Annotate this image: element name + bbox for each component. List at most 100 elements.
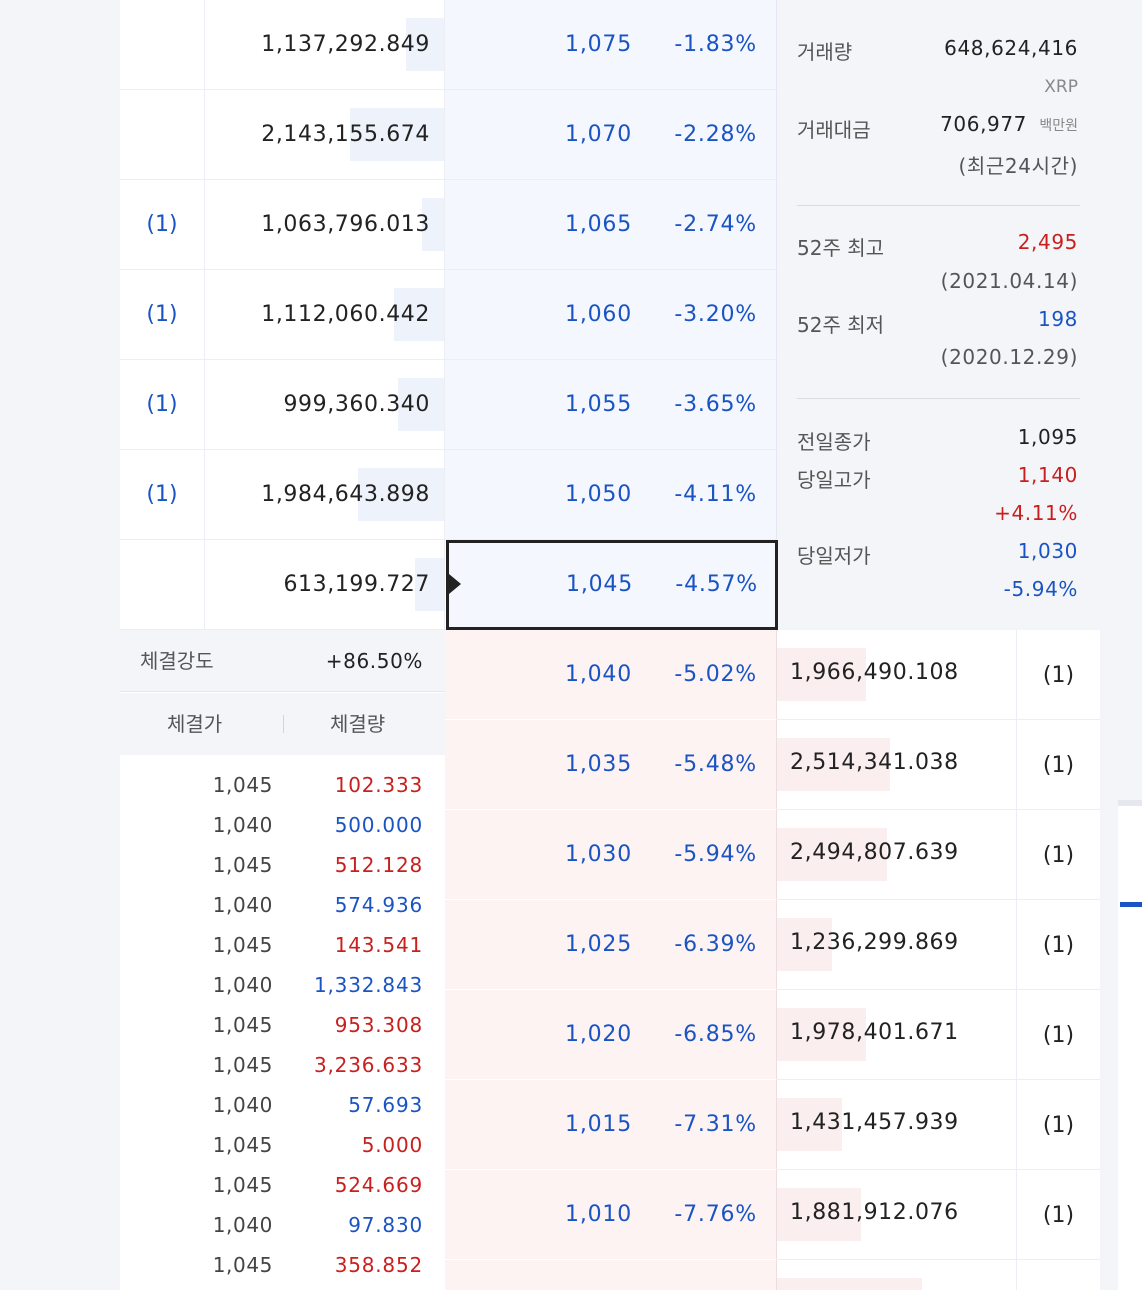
bid-row[interactable]: 1,040 -5.02% 1,966,490.108 (1): [445, 630, 1100, 720]
trade-strength-panel: 체결강도 +86.50% 체결가 체결량 1,045 102.333 1,040 50…: [120, 630, 445, 1290]
day-high-label: 당일고가: [797, 468, 871, 492]
ask-rate: -3.20%: [674, 302, 757, 327]
ask-row[interactable]: 2,143,155.674 1,070 -2.28%: [120, 90, 777, 180]
ask-row[interactable]: (1) 1,984,643.898 1,050 -4.11%: [120, 450, 777, 540]
ask-price-cell[interactable]: 1,055 -3.65%: [445, 360, 777, 449]
bid-quantity: 2,514,341.038: [790, 750, 959, 775]
bid-quantity-cell: [777, 1260, 1017, 1290]
trade-price: 1,040: [212, 1093, 273, 1117]
bid-depth-bar: [777, 1008, 866, 1061]
trade-volume: 574.936: [334, 893, 423, 917]
bid-rate: -5.94%: [674, 842, 757, 867]
ask-count: (1): [120, 180, 205, 269]
ask-price-cell[interactable]: 1,075 -1.83%: [445, 0, 777, 89]
trade-row: 1,045 5.000: [120, 1125, 445, 1165]
ask-price-cell[interactable]: 1,070 -2.28%: [445, 90, 777, 179]
side-panel-tab-indicator: [1120, 902, 1142, 907]
current-price-row[interactable]: 1,045 -4.57%: [446, 540, 778, 630]
trade-volume: 358.852: [334, 1253, 423, 1277]
bid-price-cell: [445, 1260, 777, 1290]
bid-depth-bar: [777, 738, 890, 791]
ask-price-cell[interactable]: 1,060 -3.20%: [445, 270, 777, 359]
trade-volume: 5.000: [361, 1133, 423, 1157]
trade-row: 1,040 57.693: [120, 1085, 445, 1125]
trade-row: 1,045 358.852: [120, 1245, 445, 1285]
bid-price-cell[interactable]: 1,035 -5.48%: [445, 720, 777, 810]
ask-rate: -2.74%: [674, 212, 757, 237]
ask-row[interactable]: (1) 999,360.340 1,055 -3.65%: [120, 360, 777, 450]
bid-price: 1,010: [565, 1202, 632, 1227]
current-price-marker-icon: [449, 574, 461, 594]
day-low-label: 당일저가: [797, 544, 871, 568]
bid-row[interactable]: 1,015 -7.31% 1,431,457.939 (1): [445, 1080, 1100, 1170]
high52-value: 2,495: [1017, 230, 1078, 254]
bid-row[interactable]: 1,025 -6.39% 1,236,299.869 (1): [445, 900, 1100, 990]
ask-price: 1,070: [565, 122, 632, 147]
bid-rate: -6.85%: [674, 1022, 757, 1047]
high52-date: (2021.04.14): [940, 269, 1078, 293]
bid-depth-bar: [777, 648, 866, 701]
current-rate: -4.57%: [675, 572, 758, 597]
ask-count: (1): [120, 270, 205, 359]
ask-depth-bar: [422, 198, 444, 251]
trade-price: 1,040: [212, 973, 273, 997]
trade-row: 1,040 574.936: [120, 885, 445, 925]
bid-depth-bar: [777, 1188, 861, 1241]
ask-rate: -1.83%: [674, 32, 757, 57]
bid-row[interactable]: 1,020 -6.85% 1,978,401.671 (1): [445, 990, 1100, 1080]
bid-price-cell[interactable]: 1,020 -6.85%: [445, 990, 777, 1080]
amount-unit: 백만원: [1039, 118, 1078, 134]
ask-price: 1,075: [565, 32, 632, 57]
ask-quantity: 2,143,155.674: [261, 122, 430, 147]
trade-volume: 57.693: [348, 1093, 423, 1117]
bid-price-cell[interactable]: 1,030 -5.94%: [445, 810, 777, 900]
trade-price: 1,040: [212, 813, 273, 837]
ask-rate: -4.11%: [674, 482, 757, 507]
bid-price: 1,025: [565, 932, 632, 957]
trade-price: 1,045: [212, 933, 273, 957]
ask-row[interactable]: (1) 1,112,060.442 1,060 -3.20%: [120, 270, 777, 360]
bid-row[interactable]: 1,010 -7.76% 1,881,912.076 (1): [445, 1170, 1100, 1260]
col-trade-volume: 체결량: [330, 712, 386, 736]
ask-count: [120, 90, 205, 179]
bid-row[interactable]: 1,035 -5.48% 2,514,341.038 (1): [445, 720, 1100, 810]
ask-quantity-cell: 1,063,796.013: [205, 180, 445, 269]
trade-price: 1,040: [212, 1213, 273, 1237]
bid-price-cell[interactable]: 1,025 -6.39%: [445, 900, 777, 990]
bid-price-cell[interactable]: 1,040 -5.02%: [445, 630, 777, 720]
bid-quantity: 1,881,912.076: [790, 1200, 959, 1225]
bid-count: (1): [1017, 810, 1100, 900]
ask-price: 1,055: [565, 392, 632, 417]
ask-price-cell[interactable]: 1,065 -2.74%: [445, 180, 777, 269]
info-divider: [797, 398, 1080, 399]
day-high-rate: +4.11%: [994, 501, 1078, 525]
current-price: 1,045: [566, 572, 633, 597]
bid-depth-bar: [777, 828, 887, 881]
day-high-value: 1,140: [1017, 463, 1078, 487]
bid-price-cell[interactable]: 1,015 -7.31%: [445, 1080, 777, 1170]
trade-price: 1,045: [212, 773, 273, 797]
strength-value: +86.50%: [325, 649, 423, 673]
bid-quantity-cell: 1,978,401.671: [777, 990, 1017, 1080]
ask-count: [120, 0, 205, 89]
bid-price-cell[interactable]: 1,010 -7.76%: [445, 1170, 777, 1260]
ask-price-cell[interactable]: 1,050 -4.11%: [445, 450, 777, 539]
trade-row: 1,045 953.308: [120, 1005, 445, 1045]
bid-price: 1,040: [565, 662, 632, 687]
ask-quantity-cell: 1,984,643.898: [205, 450, 445, 539]
volume-value: 648,624,416: [944, 36, 1078, 60]
side-panel-edge: [1118, 800, 1142, 1290]
bid-row[interactable]: 1,030 -5.94% 2,494,807.639 (1): [445, 810, 1100, 900]
bid-quantity-cell: 1,966,490.108: [777, 630, 1017, 720]
ask-row[interactable]: (1) 1,063,796.013 1,065 -2.74%: [120, 180, 777, 270]
bid-count: (1): [1017, 990, 1100, 1080]
amount-value: 706,977: [940, 112, 1027, 136]
volume-unit: XRP: [1044, 77, 1078, 97]
ask-row[interactable]: 1,137,292.849 1,075 -1.83%: [120, 0, 777, 90]
ask-quantity-cell: 2,143,155.674: [205, 90, 445, 179]
ask-count: (1): [120, 450, 205, 539]
amount-note: (최근24시간): [958, 154, 1078, 178]
ask-depth-bar: [358, 468, 444, 521]
ask-count: (1): [120, 360, 205, 449]
